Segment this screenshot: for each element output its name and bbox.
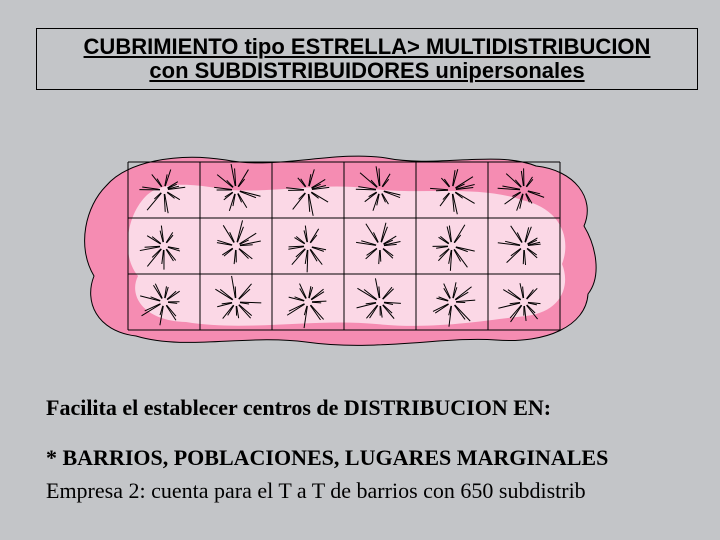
bullet-text: * BARRIOS, POBLACIONES, LUGARES MARGINAL… xyxy=(46,445,608,471)
title-line-2: con SUBDISTRIBUIDORES unipersonales xyxy=(45,59,689,83)
subtitle-text: Facilita el establecer centros de DISTRI… xyxy=(46,395,551,421)
title-box: CUBRIMIENTO tipo ESTRELLA> MULTIDISTRIBU… xyxy=(36,28,698,90)
distribution-diagram xyxy=(66,126,606,356)
empresa-text: Empresa 2: cuenta para el T a T de barri… xyxy=(46,478,586,504)
title-line-1: CUBRIMIENTO tipo ESTRELLA> MULTIDISTRIBU… xyxy=(45,35,689,59)
